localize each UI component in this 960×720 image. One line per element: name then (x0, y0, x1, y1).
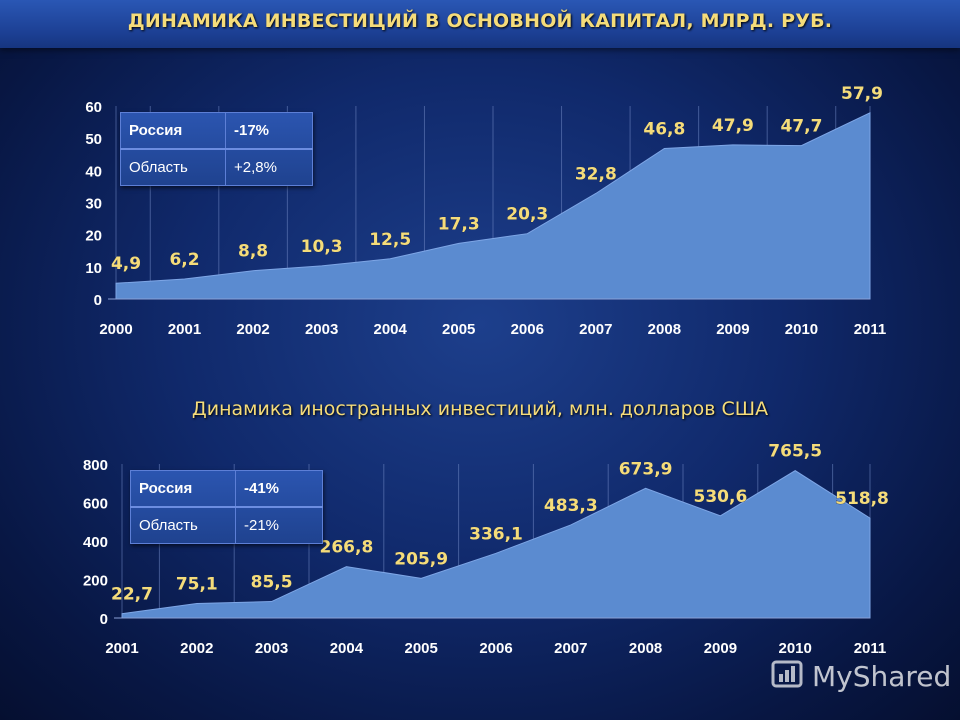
x-tick-label: 2002 (236, 321, 269, 338)
data-label: 6,2 (169, 250, 199, 270)
y-tick-label: 600 (83, 496, 108, 513)
x-tick-label: 2009 (704, 640, 737, 657)
y-tick-label: 50 (85, 131, 102, 148)
chart2-subtitle: Динамика иностранных инвестиций, млн. до… (191, 398, 769, 420)
data-label: 57,9 (841, 84, 883, 104)
x-tick-label: 2003 (255, 640, 288, 657)
legend-table-1: Россия -17% Область +2,8% (120, 112, 313, 186)
x-tick-label: 2010 (779, 640, 812, 657)
watermark-text: MyShared (812, 659, 952, 693)
data-label: 483,3 (544, 496, 598, 516)
x-tick-label: 2006 (479, 640, 512, 657)
x-tick-label: 2011 (854, 321, 887, 338)
legend-value: +2,8% (225, 148, 313, 186)
data-label: 266,8 (320, 538, 374, 558)
data-label: 8,8 (238, 242, 268, 262)
y-tick-label: 20 (85, 228, 102, 245)
data-label: 85,5 (251, 573, 293, 593)
x-tick-label: 2005 (442, 321, 475, 338)
y-tick-label: 800 (83, 457, 108, 474)
data-label: 10,3 (301, 237, 343, 257)
area-series (115, 111, 871, 300)
data-label: 673,9 (619, 459, 673, 479)
x-tick-label: 2010 (785, 321, 818, 338)
legend-row-russia: Россия -41% (130, 470, 323, 508)
legend-label: Россия (130, 470, 236, 508)
x-tick-label: 2007 (554, 640, 587, 657)
legend-value: -21% (235, 506, 323, 544)
y-tick-label: 30 (85, 196, 102, 213)
legend-row-oblast: Область +2,8% (120, 148, 313, 186)
data-label: 336,1 (469, 524, 523, 544)
y-tick-label: 10 (85, 260, 102, 277)
data-label: 530,6 (694, 487, 748, 507)
x-tick-label: 2007 (579, 321, 612, 338)
x-tick-label: 2001 (105, 640, 138, 657)
data-label: 22,7 (111, 585, 153, 605)
y-tick-label: 60 (85, 99, 102, 116)
data-label: 75,1 (176, 575, 218, 595)
x-tick-label: 2008 (629, 640, 662, 657)
legend-label: Россия (120, 112, 226, 150)
data-label: 47,9 (712, 116, 754, 136)
x-tick-label: 2008 (648, 321, 681, 338)
y-tick-label: 200 (83, 573, 108, 590)
page-title: ДИНАМИКА ИНВЕСТИЦИЙ В ОСНОВНОЙ КАПИТАЛ, … (127, 10, 833, 32)
data-label: 47,7 (780, 117, 822, 137)
x-tick-label: 2006 (511, 321, 544, 338)
x-tick-label: 2003 (305, 321, 338, 338)
y-tick-label: 40 (85, 163, 102, 180)
legend-label: Область (120, 148, 226, 186)
data-label: 32,8 (575, 164, 617, 184)
x-tick-label: 2001 (168, 321, 201, 338)
legend-label: Область (130, 506, 236, 544)
x-tick-label: 2000 (99, 321, 132, 338)
x-tick-label: 2009 (716, 321, 749, 338)
data-label: 46,8 (643, 119, 685, 139)
data-label: 518,8 (835, 489, 889, 509)
bar-chart-logo-icon (770, 656, 804, 697)
data-label: 12,5 (369, 230, 411, 250)
data-label: 17,3 (438, 214, 480, 234)
x-tick-label: 2004 (373, 321, 407, 338)
legend-row-oblast: Область -21% (130, 506, 323, 544)
legend-row-russia: Россия -17% (120, 112, 313, 150)
area-series (121, 470, 871, 619)
y-tick-label: 0 (94, 292, 102, 309)
legend-value: -17% (225, 112, 313, 150)
data-label: 4,9 (111, 254, 141, 274)
y-tick-label: 0 (100, 611, 108, 628)
data-label: 20,3 (506, 205, 548, 225)
watermark: MyShared (770, 656, 951, 696)
x-tick-label: 2005 (405, 640, 438, 657)
title-band (0, 0, 960, 48)
data-label: 765,5 (768, 442, 822, 462)
legend-value: -41% (235, 470, 323, 508)
data-label: 205,9 (394, 549, 448, 569)
legend-table-2: Россия -41% Область -21% (130, 470, 323, 544)
x-tick-label: 2002 (180, 640, 213, 657)
x-tick-label: 2011 (854, 640, 887, 657)
y-tick-label: 400 (83, 534, 108, 551)
x-tick-label: 2004 (330, 640, 364, 657)
